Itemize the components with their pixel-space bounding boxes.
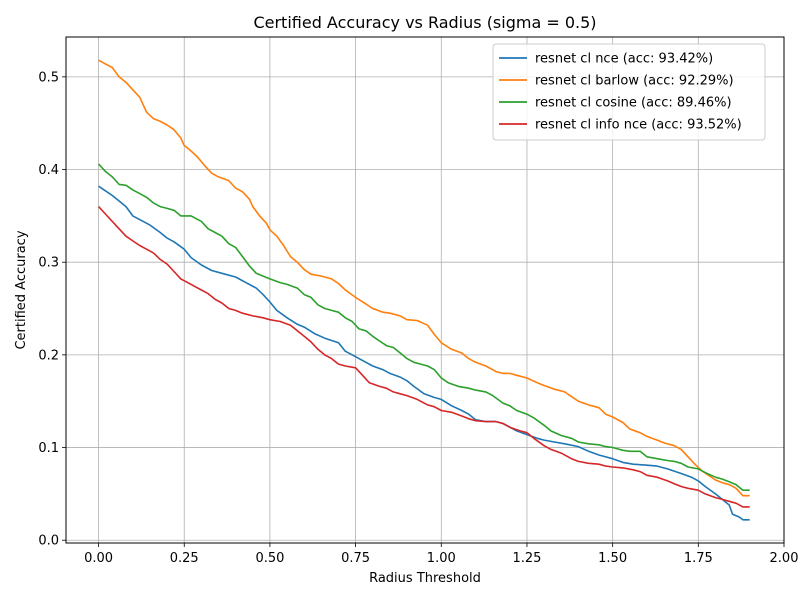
series-line-4 [98,206,750,508]
y-tick-label: 0.4 [38,163,59,178]
series-line-1 [98,185,750,521]
x-tick-label: 1.50 [598,551,627,566]
y-axis-label: Certified Accuracy [14,230,29,349]
y-tick-label: 0.2 [38,348,59,363]
x-tick-label: 0.50 [255,551,284,566]
chart-title: Certified Accuracy vs Radius (sigma = 0.… [253,13,596,32]
legend-entry: resnet cl cosine (acc: 89.46%) [535,96,732,111]
y-tick-label: 0.0 [38,534,59,549]
y-tick-label: 0.1 [38,441,59,456]
x-tick-label: 1.00 [427,551,456,566]
x-tick-label: 2.00 [770,551,799,566]
legend-entry: resnet cl nce (acc: 93.42%) [535,52,713,67]
legend-entry: resnet cl info nce (acc: 93.52%) [535,118,742,133]
series-line-3 [98,163,750,492]
series-layer [98,59,750,521]
x-tick-label: 1.25 [512,551,541,566]
tick-layer: 0.00 0.25 0.50 0.75 1.00 1.25 1.50 1.75 2.00 0.0 0… [38,70,798,566]
series-line-2 [98,59,750,497]
y-tick-label: 0.5 [38,70,59,85]
legend: resnet cl nce (acc: 93.42%) resnet cl bar… [492,43,766,141]
x-tick-label: 0.75 [341,551,370,566]
x-axis-label: Radius Threshold [369,571,481,586]
x-tick-label: 1.75 [684,551,713,566]
x-tick-label: 0.00 [84,551,113,566]
plot-frame [65,36,785,544]
y-tick-label: 0.3 [38,256,59,271]
x-tick-label: 0.25 [170,551,199,566]
legend-entry: resnet cl barlow (acc: 92.29%) [535,74,734,89]
legend-box [492,43,766,141]
